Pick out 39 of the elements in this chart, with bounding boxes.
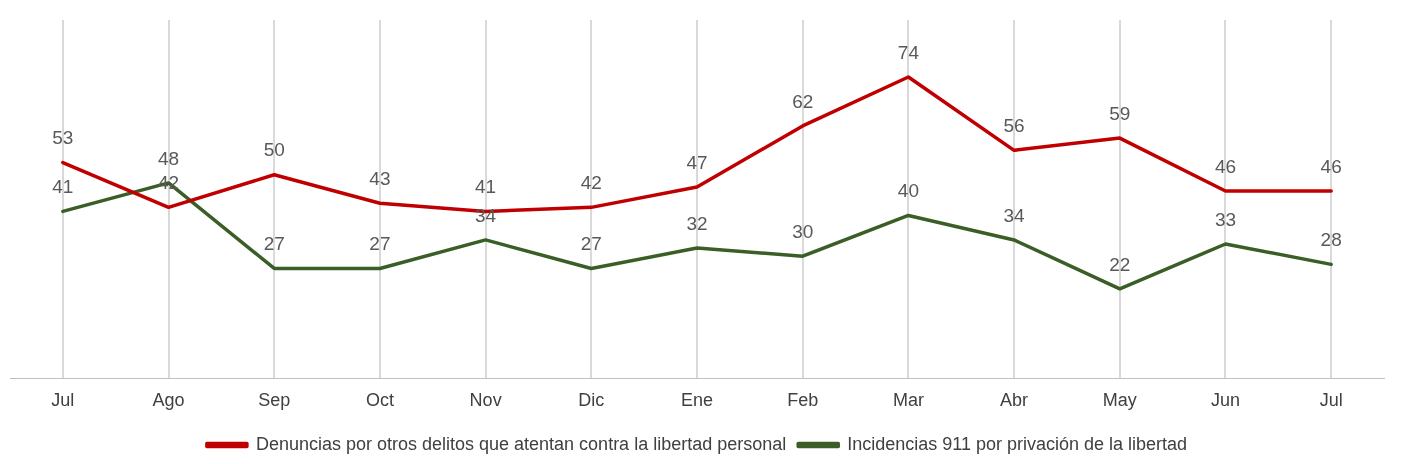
x-tick-label: Sep [258, 390, 291, 411]
data-label: 41 [475, 176, 497, 198]
data-label: 53 [52, 127, 74, 149]
data-label: 34 [1003, 204, 1026, 226]
x-tick-label: Ene [680, 390, 714, 411]
data-label: 28 [1320, 229, 1342, 251]
data-label: 59 [1109, 102, 1131, 124]
data-label: 43 [369, 168, 391, 190]
data-label: 27 [369, 233, 391, 255]
data-label: 50 [263, 139, 285, 161]
data-label: 74 [897, 41, 920, 63]
data-label: 47 [686, 151, 708, 173]
x-tick-label: Abr [1000, 390, 1029, 411]
data-label: 46 [1214, 155, 1237, 177]
data-label: 40 [897, 180, 919, 202]
data-label: 33 [1214, 208, 1237, 230]
legend-label: Incidencias 911 por privación de la libertad [847, 433, 1188, 454]
data-label: 46 [1320, 155, 1342, 177]
data-label: 32 [686, 212, 708, 234]
data-label: 41 [52, 176, 74, 198]
data-label: 27 [580, 233, 602, 255]
data-label: 48 [157, 147, 180, 169]
x-tick-label: Mar [892, 390, 924, 411]
data-label: 62 [792, 90, 814, 112]
x-tick-label: May [1102, 390, 1137, 411]
legend-label: Denuncias por otros delitos que atentan contra la libertad personal [255, 433, 787, 454]
data-label: 56 [1003, 115, 1025, 137]
x-tick-label: Jul [1319, 390, 1343, 411]
x-tick-label: Jul [51, 390, 75, 411]
data-label: 30 [792, 220, 814, 242]
x-tick-label: Oct [365, 390, 394, 411]
data-label: 27 [263, 233, 285, 255]
x-tick-label: Jun [1210, 390, 1240, 411]
x-tick-label: Dic [578, 390, 605, 411]
x-tick-label: Nov [469, 390, 502, 411]
data-label: 22 [1109, 253, 1131, 275]
data-label: 42 [580, 172, 602, 194]
x-tick-label: Ago [152, 390, 185, 411]
x-tick-label: Feb [787, 390, 819, 411]
